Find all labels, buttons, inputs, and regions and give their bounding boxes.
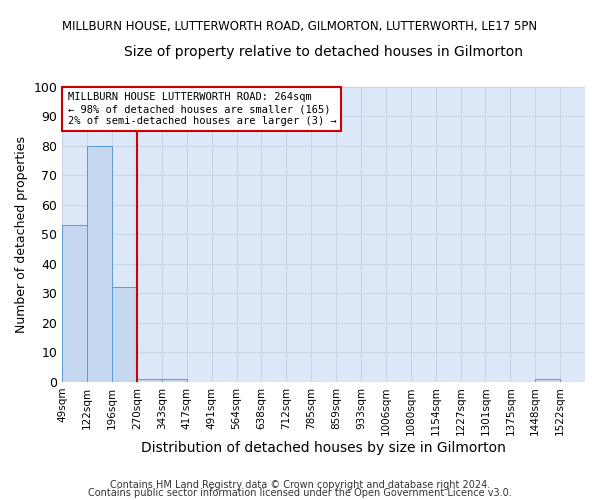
Text: Contains HM Land Registry data © Crown copyright and database right 2024.: Contains HM Land Registry data © Crown c… <box>110 480 490 490</box>
Title: Size of property relative to detached houses in Gilmorton: Size of property relative to detached ho… <box>124 45 523 59</box>
Bar <box>535 379 560 382</box>
Bar <box>87 146 112 382</box>
Text: MILLBURN HOUSE LUTTERWORTH ROAD: 264sqm
← 98% of detached houses are smaller (16: MILLBURN HOUSE LUTTERWORTH ROAD: 264sqm … <box>68 92 336 126</box>
Text: MILLBURN HOUSE, LUTTERWORTH ROAD, GILMORTON, LUTTERWORTH, LE17 5PN: MILLBURN HOUSE, LUTTERWORTH ROAD, GILMOR… <box>62 20 538 33</box>
X-axis label: Distribution of detached houses by size in Gilmorton: Distribution of detached houses by size … <box>141 441 506 455</box>
Y-axis label: Number of detached properties: Number of detached properties <box>15 136 28 332</box>
Bar <box>162 379 187 382</box>
Bar <box>137 379 162 382</box>
Bar <box>112 288 137 382</box>
Bar <box>62 226 87 382</box>
Text: Contains public sector information licensed under the Open Government Licence v3: Contains public sector information licen… <box>88 488 512 498</box>
